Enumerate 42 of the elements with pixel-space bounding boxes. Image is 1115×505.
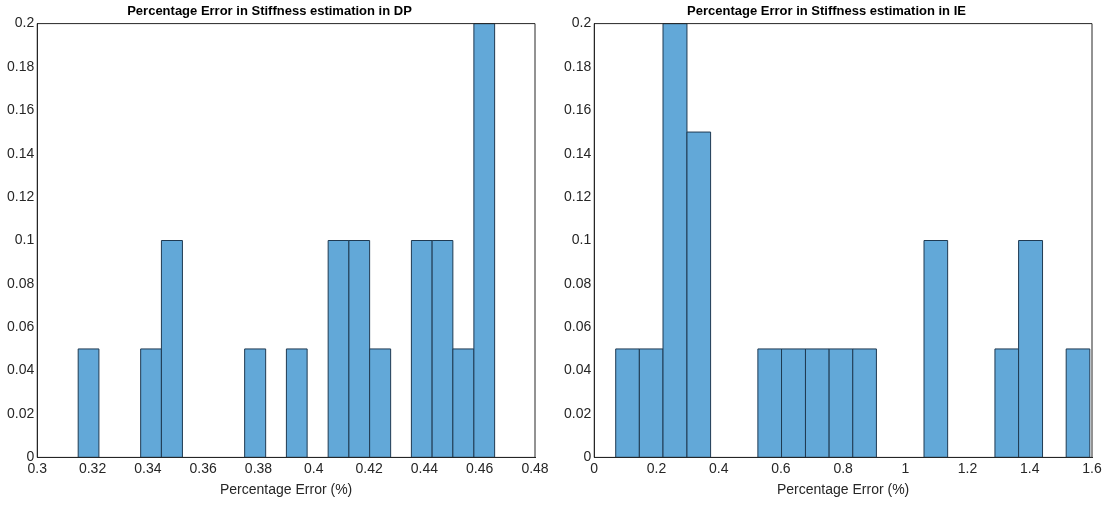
x-tick-label: 0.36 [189, 459, 217, 476]
x-tick-label: 0.6 [771, 459, 791, 476]
x-tick-label: 1 [901, 459, 910, 476]
y-tick-label: 0.16 [7, 101, 35, 118]
x-tick-label: 0.46 [466, 459, 494, 476]
x-tick-label: 1.4 [1020, 459, 1040, 476]
y-tick-label: 0.2 [571, 14, 592, 31]
y-tick-label: 0.06 [7, 318, 35, 335]
x-tick-label: 1.6 [1082, 459, 1102, 476]
y-tick-label: 0.18 [564, 57, 592, 74]
y-tick-label: 0.18 [7, 57, 35, 74]
chart-title: Percentage Error in Stiffness estimation in DP [127, 3, 413, 19]
x-tick-label: 0.34 [134, 459, 162, 476]
y-tick-label: 0.02 [564, 404, 592, 421]
x-tick-label: 0.44 [410, 459, 439, 476]
y-tick-label: 0.16 [564, 101, 592, 118]
x-tick-label: 0.4 [304, 459, 324, 476]
x-axis-title: Percentage Error (%) [219, 481, 353, 498]
x-axis-title: Percentage Error (%) [776, 481, 910, 498]
y-tick-label: 0.1 [14, 231, 35, 248]
chart-title: Percentage Error in Stiffness estimation in IE [687, 3, 967, 19]
y-tick-label: 0.14 [7, 144, 35, 161]
y-tick-label: 0.02 [7, 404, 35, 421]
x-tick-label: 0.38 [244, 459, 273, 476]
y-tick-label: 0.06 [564, 318, 592, 335]
x-tick-label: 0.32 [78, 459, 107, 476]
x-tick-label: 0.8 [833, 459, 854, 476]
x-tick-label: 0.48 [521, 459, 549, 476]
y-tick-label: 0.04 [7, 361, 35, 378]
y-tick-label: 0.12 [7, 187, 35, 204]
y-tick-label: 0.1 [571, 231, 592, 248]
y-tick-label: 0.14 [564, 144, 592, 161]
x-tick-label: 0.42 [355, 459, 383, 476]
x-tick-label: 0.4 [708, 459, 729, 476]
x-tick-label: 1.2 [957, 459, 978, 476]
y-tick-label: 0.08 [7, 274, 35, 291]
y-tick-label: 0.04 [564, 361, 592, 378]
y-tick-label: 0 [583, 448, 592, 465]
x-tick-label: 0.2 [646, 459, 667, 476]
y-tick-label: 0.2 [14, 14, 35, 31]
y-tick-label: 0.12 [564, 187, 592, 204]
y-tick-label: 0.08 [564, 274, 592, 291]
